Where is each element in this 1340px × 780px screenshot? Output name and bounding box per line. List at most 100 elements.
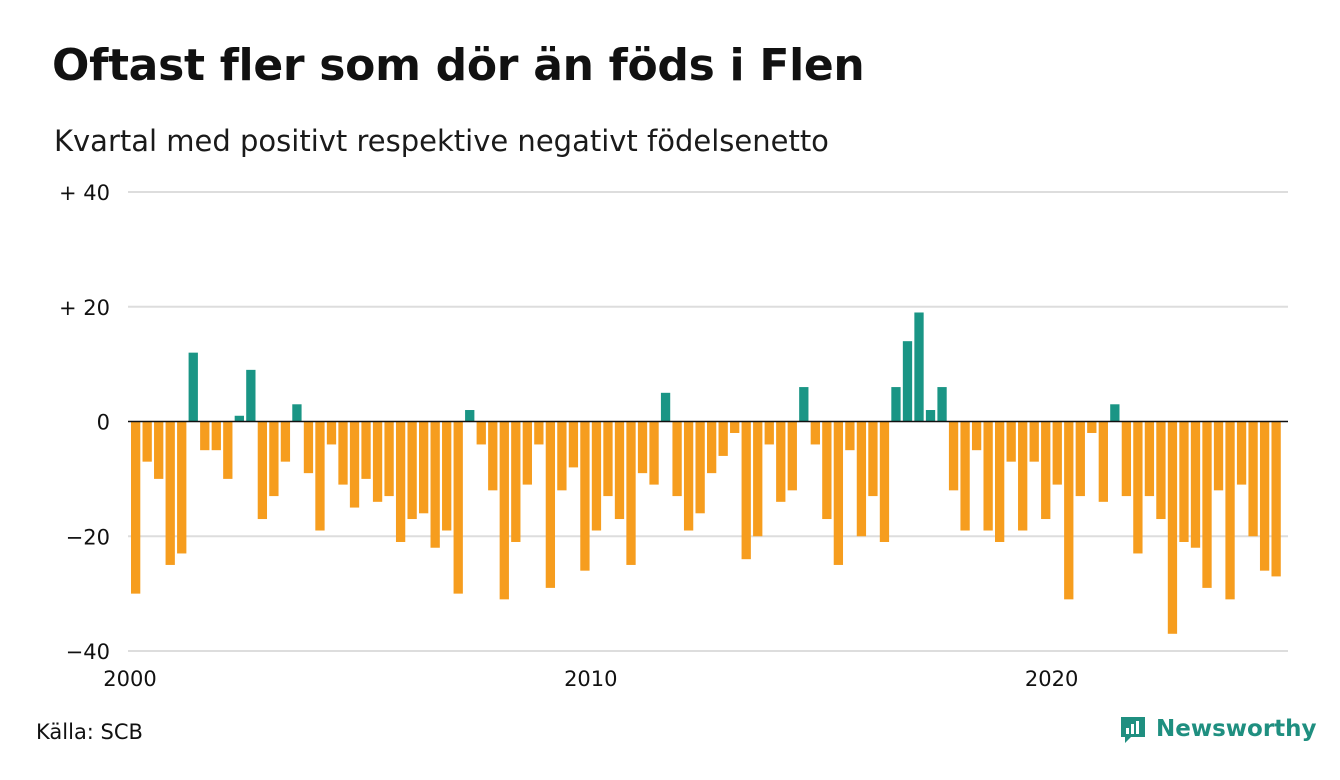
bar-negative bbox=[868, 421, 878, 497]
bar-negative bbox=[1087, 421, 1097, 433]
bar-negative bbox=[1144, 421, 1155, 497]
bar-positive bbox=[292, 404, 302, 422]
x-tick-label: 2020 bbox=[1025, 667, 1078, 691]
bar-negative bbox=[453, 421, 463, 594]
brand-name: Newsworthy bbox=[1156, 716, 1317, 742]
y-tick-label: −40 bbox=[66, 640, 110, 664]
bar-positive bbox=[188, 352, 198, 422]
bar-negative bbox=[1213, 421, 1224, 491]
bar-negative bbox=[1041, 421, 1051, 520]
bar-positive bbox=[234, 415, 244, 422]
bar-negative bbox=[1225, 421, 1235, 600]
bar-negative bbox=[695, 421, 705, 514]
bar-negative bbox=[960, 421, 970, 531]
bar-negative bbox=[1064, 421, 1074, 600]
bar-negative bbox=[603, 421, 613, 497]
bar-negative bbox=[131, 421, 141, 594]
bar-negative bbox=[1133, 421, 1143, 554]
bar-negative bbox=[1271, 421, 1281, 577]
bar-negative bbox=[315, 421, 325, 531]
bar-negative bbox=[614, 421, 625, 520]
y-tick-label: −20 bbox=[66, 525, 110, 549]
bar-negative bbox=[257, 421, 268, 520]
bar-negative bbox=[442, 421, 452, 531]
bar-negative bbox=[787, 421, 797, 491]
bar-negative bbox=[407, 421, 417, 520]
bar-positive bbox=[937, 387, 947, 422]
y-tick-label: 0 bbox=[97, 411, 110, 435]
bar-negative bbox=[1029, 421, 1039, 462]
bar-negative bbox=[1202, 421, 1212, 588]
bar-negative bbox=[776, 421, 786, 502]
bar-negative bbox=[303, 421, 314, 474]
bar-negative bbox=[879, 421, 890, 542]
x-tick-label: 2010 bbox=[564, 667, 617, 691]
bar-negative bbox=[971, 421, 982, 451]
bar-negative bbox=[1236, 421, 1247, 485]
bar-negative bbox=[822, 421, 832, 520]
bar-negative bbox=[200, 421, 210, 451]
bar-negative bbox=[223, 421, 233, 479]
bar-negative bbox=[211, 421, 221, 451]
bar-negative bbox=[672, 421, 682, 497]
bar-negative bbox=[637, 421, 648, 474]
bar-positive bbox=[660, 392, 671, 422]
bar-negative bbox=[591, 421, 602, 531]
bar-negative bbox=[142, 421, 152, 462]
bar-negative bbox=[177, 421, 187, 554]
bar-negative bbox=[1006, 421, 1016, 462]
bar-negative bbox=[1018, 421, 1028, 531]
bar-negative bbox=[430, 421, 440, 548]
newsworthy-logo-icon bbox=[1121, 717, 1145, 743]
bar-negative bbox=[419, 421, 429, 514]
chart-subtitle: Kvartal med positivt respektive negativt… bbox=[54, 124, 829, 158]
bar-negative bbox=[1179, 421, 1189, 542]
bar-negative bbox=[349, 421, 360, 508]
bar-negative bbox=[948, 421, 959, 491]
bar-negative bbox=[649, 421, 659, 485]
y-axis-ticks: + 40 + 20 0 −20 −40 bbox=[59, 181, 110, 664]
bar-negative bbox=[580, 421, 590, 571]
bar-positive bbox=[925, 410, 936, 422]
y-tick-label: + 20 bbox=[59, 296, 110, 320]
bar-negative bbox=[833, 421, 844, 565]
bar-negative bbox=[810, 421, 820, 445]
bar-positive bbox=[246, 369, 256, 422]
bar-negative bbox=[338, 421, 348, 485]
chart-title: Oftast fler som dör än föds i Flen bbox=[52, 40, 865, 91]
bar-negative bbox=[1075, 421, 1085, 497]
bar-negative bbox=[545, 421, 556, 588]
bar-negative bbox=[326, 421, 337, 445]
bar-negative bbox=[384, 421, 394, 497]
bar-negative bbox=[741, 421, 751, 560]
bar-negative bbox=[511, 421, 521, 542]
bar-negative bbox=[269, 421, 279, 497]
x-tick-label: 2000 bbox=[103, 667, 156, 691]
bar-negative bbox=[1121, 421, 1132, 497]
bar-negative bbox=[1259, 421, 1270, 571]
bar-negative bbox=[1098, 421, 1108, 502]
bar-negative bbox=[1156, 421, 1166, 520]
bar-negative bbox=[707, 421, 717, 474]
bar-negative bbox=[372, 421, 383, 502]
bar-negative bbox=[1248, 421, 1258, 537]
bar-negative bbox=[845, 421, 855, 451]
bar-negative bbox=[683, 421, 694, 531]
bars bbox=[131, 312, 1281, 634]
bar-negative bbox=[1167, 421, 1178, 634]
x-axis-ticks: 2000 2010 2020 bbox=[103, 667, 1078, 691]
bar-negative bbox=[488, 421, 498, 491]
bar-negative bbox=[499, 421, 509, 600]
bar-negative bbox=[154, 421, 164, 479]
bar-positive bbox=[902, 341, 913, 422]
bar-negative bbox=[1052, 421, 1062, 485]
bar-negative bbox=[753, 421, 763, 537]
bar-negative bbox=[730, 421, 740, 433]
bar-negative bbox=[557, 421, 567, 491]
brand-logo: Newsworthy bbox=[1118, 714, 1317, 744]
bar-positive bbox=[1110, 404, 1120, 422]
bar-negative bbox=[568, 421, 579, 468]
bar-negative bbox=[361, 421, 371, 479]
grid-lines bbox=[128, 191, 1288, 652]
bar-negative bbox=[280, 421, 291, 462]
